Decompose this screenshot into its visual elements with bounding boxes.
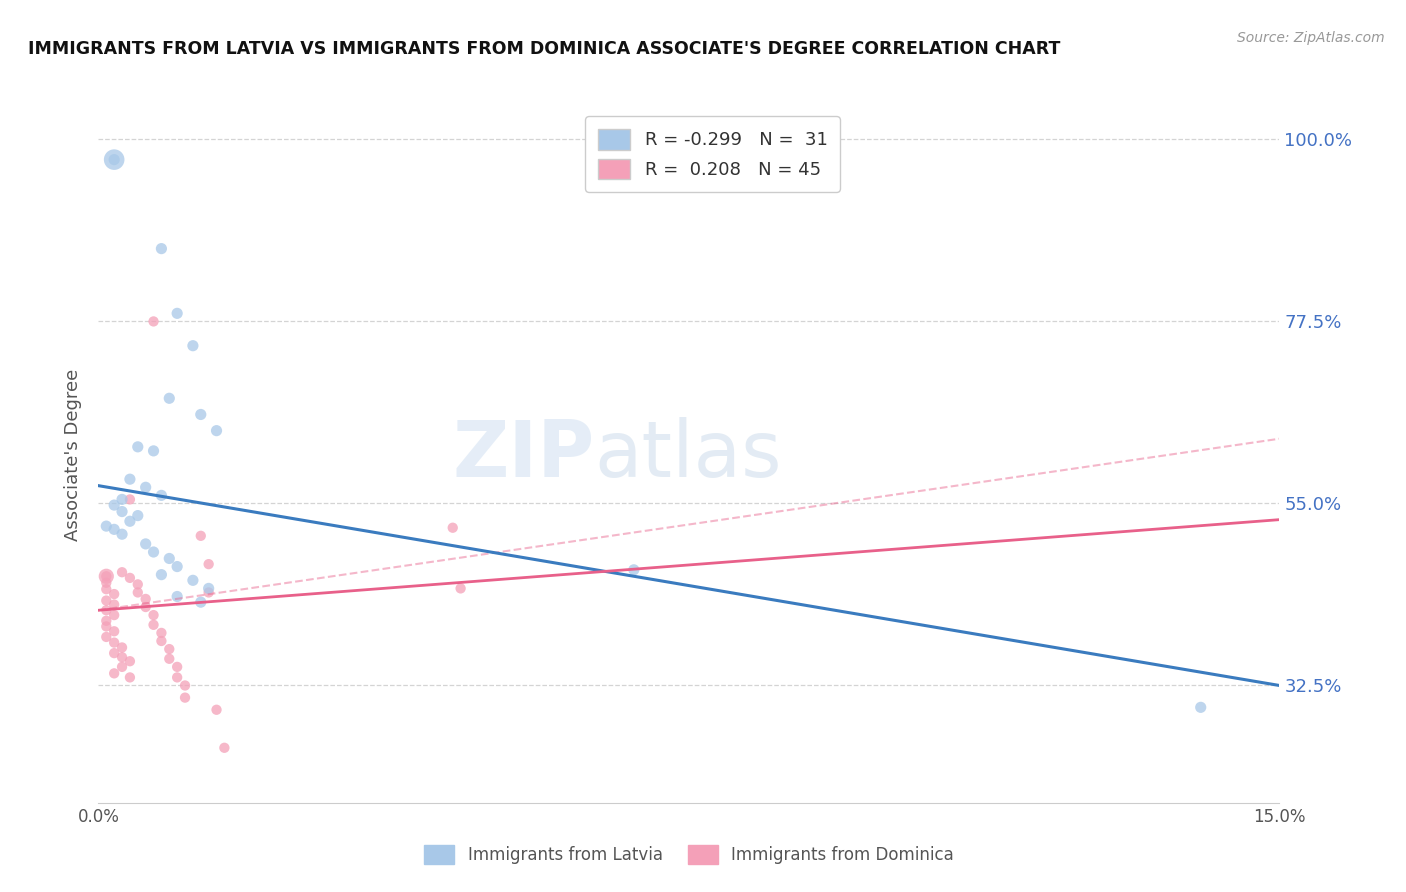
Point — [135, 537, 157, 551]
Point — [96, 630, 118, 644]
Point — [190, 529, 212, 543]
Point — [111, 640, 134, 655]
Point — [111, 527, 134, 541]
Text: ZIP: ZIP — [453, 417, 595, 493]
Point — [166, 590, 188, 604]
Point — [127, 440, 149, 454]
Point — [142, 545, 165, 559]
Text: Source: ZipAtlas.com: Source: ZipAtlas.com — [1237, 31, 1385, 45]
Point — [142, 608, 165, 623]
Point — [118, 492, 141, 507]
Point — [174, 690, 197, 705]
Point — [111, 566, 134, 580]
Point — [166, 306, 188, 320]
Point — [96, 569, 118, 583]
Point — [142, 314, 165, 328]
Point — [150, 626, 173, 640]
Point — [197, 585, 219, 599]
Point — [150, 567, 173, 582]
Text: atlas: atlas — [595, 417, 782, 493]
Point — [450, 582, 472, 596]
Point — [197, 582, 219, 596]
Point — [142, 617, 165, 632]
Point — [127, 585, 149, 599]
Point — [127, 577, 149, 591]
Point — [111, 650, 134, 665]
Point — [127, 508, 149, 523]
Point — [111, 660, 134, 674]
Point — [135, 600, 157, 615]
Point — [181, 574, 204, 588]
Y-axis label: Associate's Degree: Associate's Degree — [65, 368, 83, 541]
Point — [118, 571, 141, 585]
Point — [214, 740, 236, 755]
Legend: Immigrants from Latvia, Immigrants from Dominica: Immigrants from Latvia, Immigrants from … — [418, 838, 960, 871]
Point — [103, 153, 125, 167]
Point — [103, 598, 125, 612]
Point — [103, 153, 125, 167]
Point — [150, 634, 173, 648]
Point — [166, 670, 188, 684]
Point — [205, 703, 228, 717]
Point — [166, 559, 188, 574]
Point — [96, 575, 118, 590]
Point — [111, 492, 134, 507]
Point — [103, 635, 125, 649]
Point — [1189, 700, 1212, 714]
Point — [150, 488, 173, 502]
Point — [135, 591, 157, 606]
Point — [96, 614, 118, 628]
Point — [96, 603, 118, 617]
Point — [103, 587, 125, 601]
Point — [103, 522, 125, 536]
Point — [157, 392, 180, 406]
Point — [135, 480, 157, 494]
Text: IMMIGRANTS FROM LATVIA VS IMMIGRANTS FROM DOMINICA ASSOCIATE'S DEGREE CORRELATIO: IMMIGRANTS FROM LATVIA VS IMMIGRANTS FRO… — [28, 40, 1060, 58]
Point — [96, 593, 118, 607]
Point — [118, 670, 141, 684]
Point — [174, 678, 197, 692]
Point — [96, 569, 118, 583]
Point — [205, 424, 228, 438]
Point — [157, 652, 180, 666]
Point — [118, 654, 141, 668]
Point — [103, 646, 125, 660]
Point — [111, 504, 134, 518]
Point — [103, 498, 125, 512]
Point — [157, 642, 180, 657]
Point — [441, 521, 464, 535]
Point — [96, 519, 118, 533]
Point — [197, 557, 219, 571]
Point — [150, 242, 173, 256]
Point — [118, 514, 141, 528]
Point — [157, 551, 180, 566]
Point — [103, 624, 125, 639]
Point — [181, 339, 204, 353]
Point — [103, 666, 125, 681]
Point — [118, 472, 141, 486]
Point — [166, 660, 188, 674]
Point — [96, 619, 118, 633]
Point — [623, 563, 645, 577]
Point — [142, 443, 165, 458]
Point — [96, 582, 118, 597]
Point — [190, 408, 212, 422]
Point — [190, 595, 212, 609]
Point — [103, 608, 125, 623]
